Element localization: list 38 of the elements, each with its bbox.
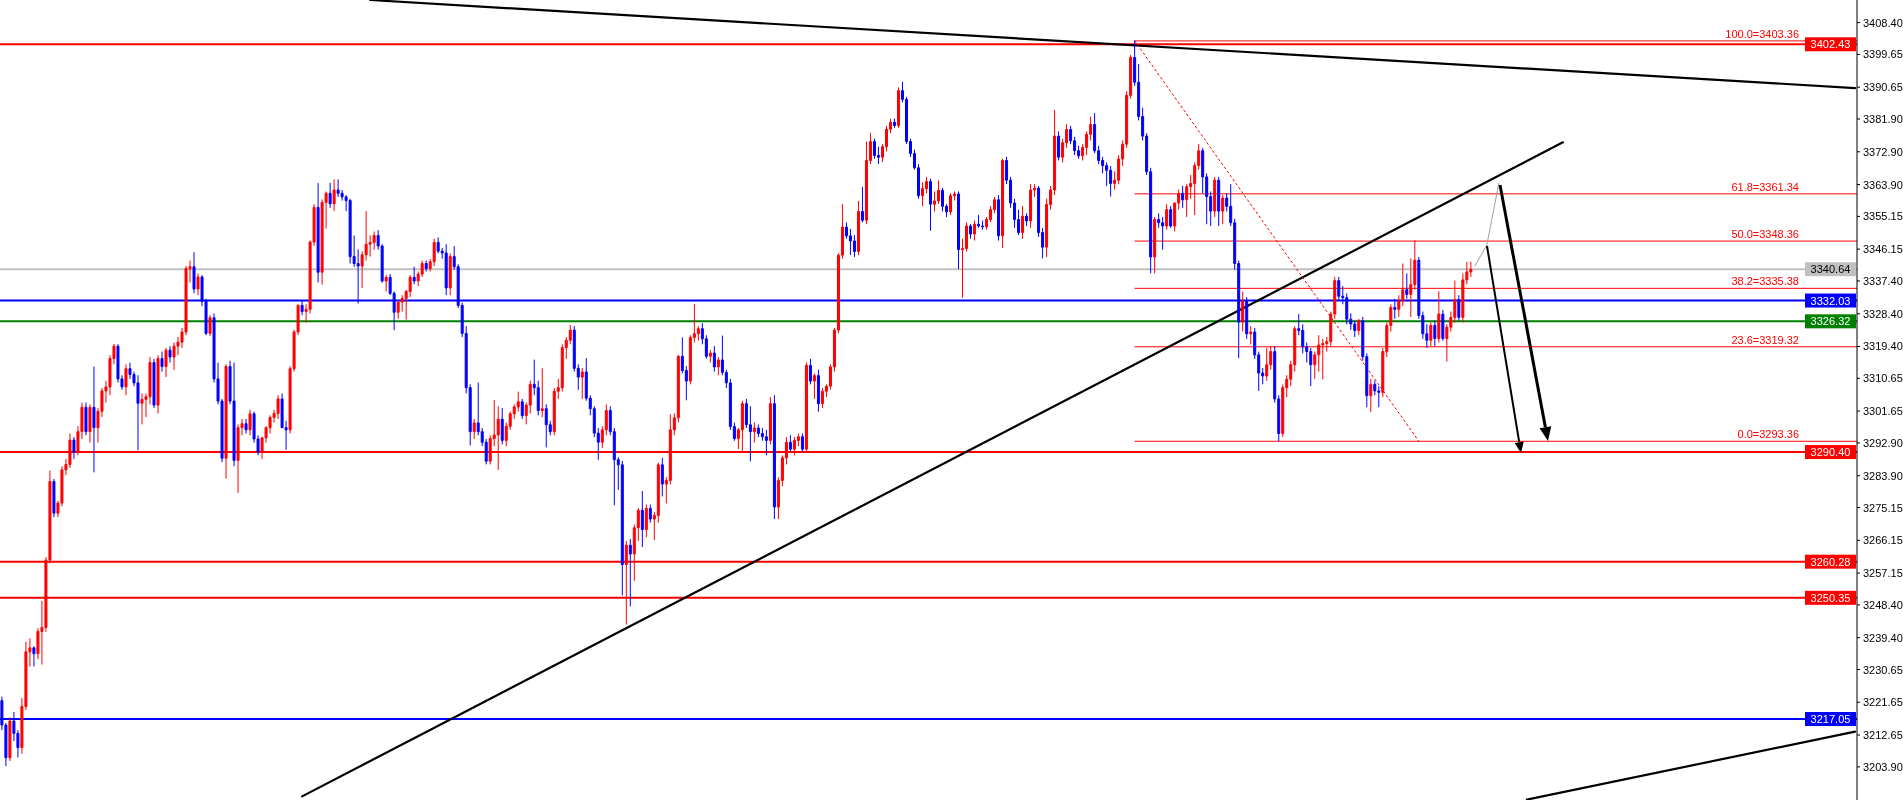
y-tick-label: 3230.65 (1863, 663, 1903, 676)
y-tick-label: 3283.90 (1863, 469, 1903, 482)
ref-line-label: 3326.32 (1810, 315, 1851, 328)
ref-line-label: 0.0=3293.36 (1737, 428, 1799, 441)
y-tick-label: 3301.65 (1863, 405, 1903, 418)
y-tick-label: 3310.65 (1863, 372, 1903, 385)
y-tick-label: 3212.65 (1863, 729, 1903, 742)
y-tick-label: 3381.90 (1863, 113, 1903, 126)
y-tick-label: 3337.40 (1863, 274, 1903, 287)
y-tick-label: 3221.65 (1863, 696, 1903, 709)
ref-line-label: 3340.64 (1810, 263, 1851, 276)
y-tick-label: 3239.40 (1863, 631, 1903, 644)
y-tick-label: 3257.15 (1863, 567, 1903, 580)
ref-line-label: 100.0=3403.36 (1725, 27, 1799, 40)
ref-line-label: 61.8=3361.34 (1731, 180, 1799, 193)
y-tick-label: 3408.40 (1863, 16, 1903, 29)
y-tick-label: 3372.90 (1863, 145, 1903, 158)
y-tick-label: 3319.40 (1863, 340, 1903, 353)
ref-line-label: 23.6=3319.32 (1731, 333, 1799, 346)
ref-line-label: 38.2=3335.38 (1731, 275, 1799, 288)
ref-line-label: 3260.28 (1810, 555, 1851, 568)
ref-line-label: 3402.43 (1810, 38, 1851, 51)
y-tick-label: 3346.15 (1863, 243, 1903, 256)
y-tick-label: 3203.90 (1863, 760, 1903, 773)
y-tick-label: 3275.15 (1863, 501, 1903, 514)
ref-line-label: 50.0=3348.36 (1731, 228, 1799, 241)
y-tick-label: 3390.65 (1863, 81, 1903, 94)
y-tick-label: 3248.40 (1863, 598, 1903, 611)
ref-line-label: 3250.35 (1810, 591, 1851, 604)
y-tick-label: 3328.40 (1863, 307, 1903, 320)
y-tick-label: 3292.90 (1863, 436, 1903, 449)
ref-line-label: 3290.40 (1810, 446, 1851, 459)
y-tick-label: 3266.15 (1863, 534, 1903, 547)
y-tick-label: 3355.15 (1863, 210, 1903, 223)
ref-line-label: 3332.03 (1810, 294, 1851, 307)
ref-line-label: 3217.05 (1810, 713, 1851, 726)
y-tick-label: 3363.90 (1863, 178, 1903, 191)
y-tick-label: 3399.65 (1863, 48, 1903, 61)
